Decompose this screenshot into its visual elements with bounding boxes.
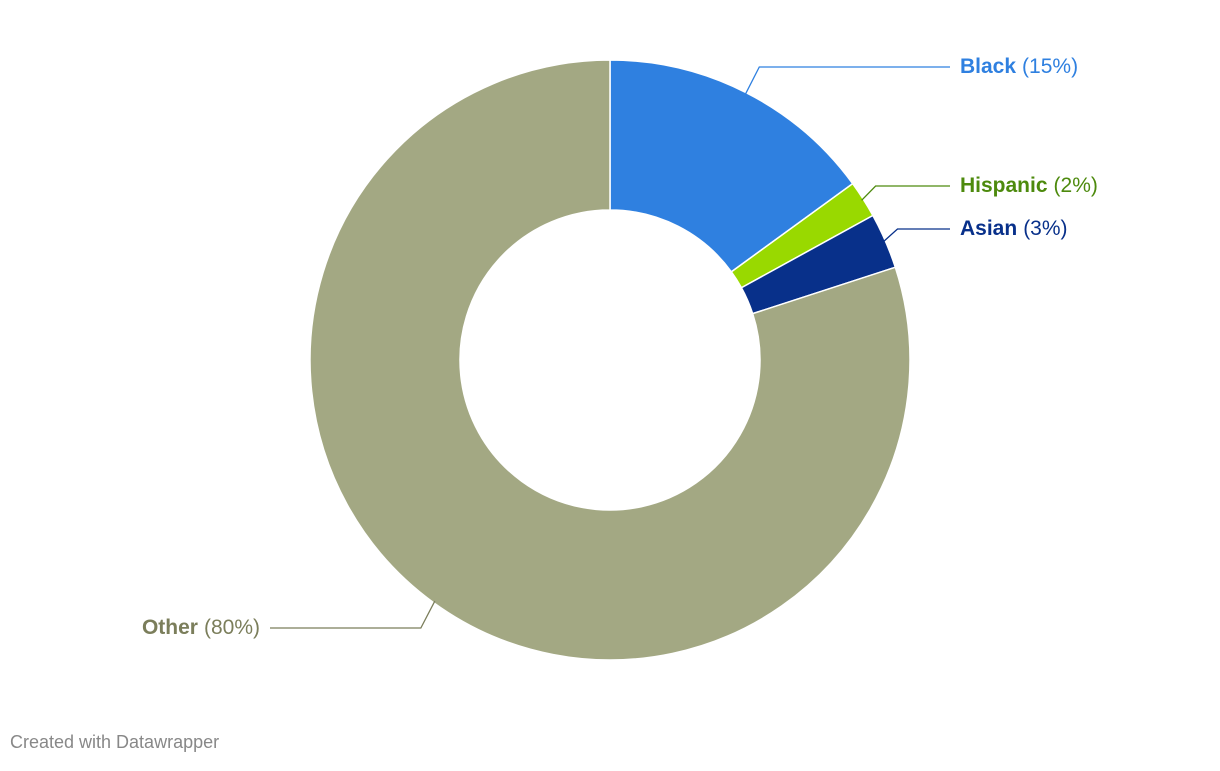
slice-label: Black (15%) [960, 55, 1078, 78]
value-label: (15%) [1022, 55, 1078, 78]
category-name: Asian [960, 217, 1017, 240]
value-label: (80%) [204, 616, 260, 639]
leader-line [883, 228, 950, 243]
leader-line [270, 600, 436, 629]
leader-line [861, 185, 950, 201]
category-name: Hispanic [960, 174, 1048, 197]
value-label: (3%) [1023, 217, 1067, 240]
credit: Created with Datawrapper [10, 732, 219, 752]
category-name: Other [142, 616, 198, 639]
slice [309, 59, 911, 661]
slice-label: Hispanic (2%) [960, 174, 1098, 197]
slice-label: Asian (3%) [960, 217, 1068, 240]
value-label: (2%) [1054, 174, 1098, 197]
leader-line [744, 66, 950, 95]
category-name: Black [960, 55, 1016, 78]
slice [609, 59, 854, 273]
slice-label: Other (80%) [142, 616, 260, 639]
